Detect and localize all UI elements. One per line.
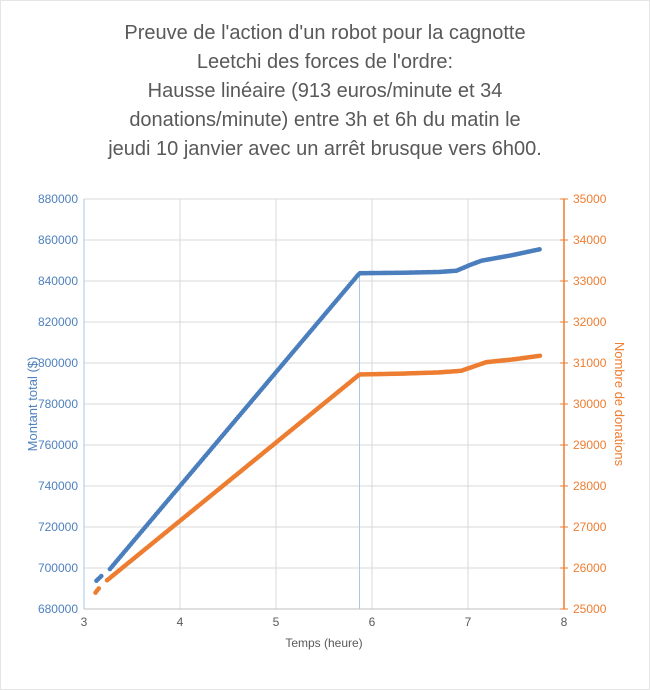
right-tick-label: 29000: [573, 438, 607, 452]
left-tick-label: 780000: [38, 397, 78, 411]
x-tick-label: 5: [273, 615, 280, 629]
x-axis-title: Temps (heure): [285, 636, 362, 650]
left-axis-tick-labels: 680000 700000 720000 740000 760000 780000 8000…: [38, 192, 78, 616]
right-tick-label: 32000: [573, 315, 607, 329]
title-line-3: Hausse linéaire (913 euros/minute et 34: [147, 80, 503, 102]
right-axis-title: Nombre de donations: [612, 342, 627, 467]
left-tick-label: 700000: [38, 561, 78, 575]
x-tick-label: 4: [177, 615, 184, 629]
right-tick-label: 28000: [573, 479, 607, 493]
x-tick-label: 7: [465, 615, 472, 629]
right-tick-label: 33000: [573, 274, 607, 288]
right-axis-tick-labels: 25000 26000 27000 28000 29000 30000 31000 32000…: [573, 192, 607, 616]
x-tick-label: 8: [561, 615, 568, 629]
left-tick-label: 860000: [38, 233, 78, 247]
left-tick-label: 740000: [38, 479, 78, 493]
right-tick-label: 31000: [573, 356, 607, 370]
right-tick-label: 34000: [573, 233, 607, 247]
data-point: [96, 586, 102, 591]
x-axis-tick-labels: 3 4 5 6 7 8: [81, 615, 568, 629]
title-line-2: Leetchi des forces de l'ordre:: [196, 51, 454, 73]
right-axis-ticks: [560, 198, 568, 610]
left-tick-label: 760000: [38, 438, 78, 452]
left-tick-label: 720000: [38, 520, 78, 534]
left-tick-label: 880000: [38, 192, 78, 206]
blue-series: [94, 247, 542, 584]
title-line-4: donations/minute) entre 3h et 6h du mati…: [129, 109, 521, 131]
left-tick-label: 820000: [38, 315, 78, 329]
left-tick-label: 800000: [38, 356, 78, 370]
x-tick-label: 6: [369, 615, 376, 629]
data-point: [537, 247, 542, 252]
x-tick-label: 3: [81, 615, 88, 629]
right-tick-label: 25000: [573, 602, 607, 616]
title-line-5: jeudi 10 janvier avec un arrêt brusque v…: [108, 138, 542, 160]
left-tick-label: 680000: [38, 602, 78, 616]
orange-series: [93, 353, 543, 595]
left-axis-title: Montant total ($): [25, 357, 40, 452]
right-tick-label: 27000: [573, 520, 607, 534]
data-point: [98, 573, 104, 579]
right-tick-label: 26000: [573, 561, 607, 575]
right-tick-label: 35000: [573, 192, 607, 206]
left-tick-label: 840000: [38, 274, 78, 288]
donation-chart: 680000 700000 720000 740000 760000 780000 8000…: [25, 192, 627, 650]
chart-title: Preuve de l'action d'un robot pour la ca…: [1, 19, 649, 164]
title-line-1: Preuve de l'action d'un robot pour la ca…: [124, 22, 526, 44]
data-point: [537, 353, 543, 359]
right-tick-label: 30000: [573, 397, 607, 411]
